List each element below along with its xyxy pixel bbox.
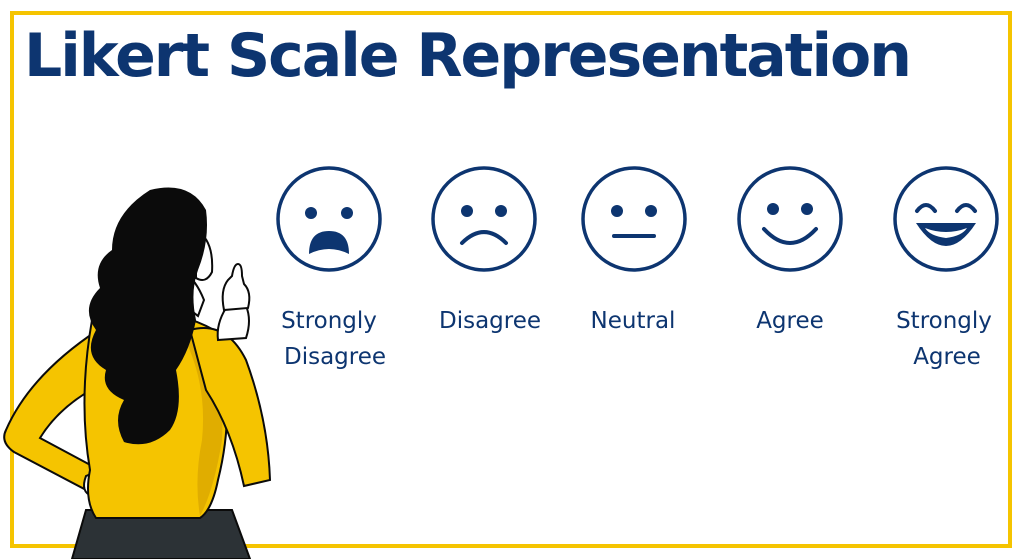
label-line: Strongly xyxy=(896,308,992,334)
grinning-face-icon xyxy=(893,166,999,272)
label-agree: Agree xyxy=(720,303,860,339)
label-line: Agree xyxy=(913,344,981,370)
label-line: Agree xyxy=(756,308,824,334)
yellow-border-frame xyxy=(10,11,1012,548)
woman-pointing-up-illustration xyxy=(3,187,272,559)
label-disagree: Disagree xyxy=(420,303,560,339)
label-line: Disagree xyxy=(438,308,542,334)
neutral-face-icon xyxy=(581,166,687,272)
very-sad-face-icon xyxy=(276,166,382,272)
label-strongly-disagree: Strongly Disagree xyxy=(259,303,399,375)
label-line: Strongly xyxy=(281,308,377,334)
smiling-face-icon xyxy=(737,166,843,272)
label-neutral: Neutral xyxy=(563,303,703,339)
label-line: Disagree xyxy=(283,344,387,370)
page-title: Likert Scale Representation xyxy=(24,21,912,91)
label-line: Neutral xyxy=(590,308,676,334)
label-strongly-agree: Strongly Agree xyxy=(874,303,1014,375)
sad-face-icon xyxy=(431,166,537,272)
